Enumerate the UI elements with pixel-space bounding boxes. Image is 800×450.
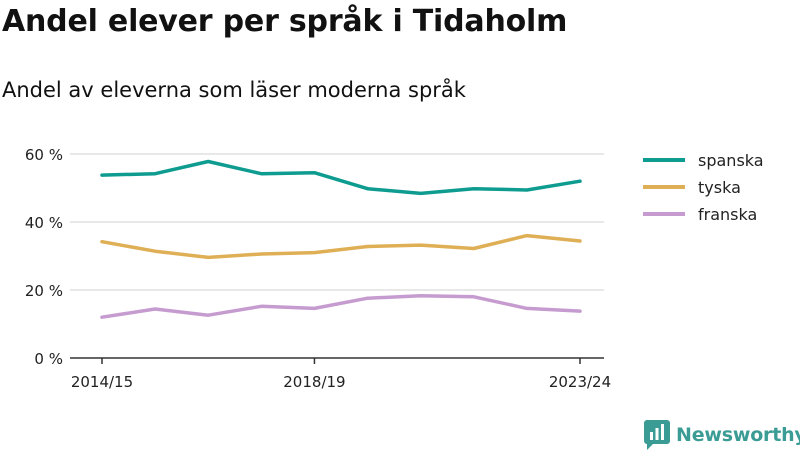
newsworthy-logo: Newsworthy [644, 420, 800, 450]
legend-label-spanska: spanska [698, 151, 764, 170]
y-tick-label: 60 % [25, 146, 63, 164]
legend-label-franska: franska [698, 205, 757, 224]
series-line-franska [102, 296, 580, 317]
series-line-tyska [102, 236, 580, 258]
legend: spanska tyska franska [643, 151, 764, 224]
newsworthy-logo-text: Newsworthy [676, 424, 800, 446]
y-axis: 0 % 20 % 40 % 60 % [25, 146, 63, 368]
x-tick-label: 2014/15 [71, 373, 133, 391]
y-tick-label: 0 % [34, 350, 63, 368]
newsworthy-logo-icon [644, 420, 670, 450]
series-lines [102, 162, 580, 318]
y-tick-label: 40 % [25, 214, 63, 232]
line-chart: 0 % 20 % 40 % 60 % 2014/15 2018/19 2023/24 sp… [0, 0, 800, 450]
series-line-spanska [102, 162, 580, 194]
y-tick-label: 20 % [25, 282, 63, 300]
legend-label-tyska: tyska [698, 178, 741, 197]
x-axis: 2014/15 2018/19 2023/24 [70, 358, 611, 391]
x-tick-label: 2023/24 [549, 373, 611, 391]
x-tick-label: 2018/19 [283, 373, 345, 391]
